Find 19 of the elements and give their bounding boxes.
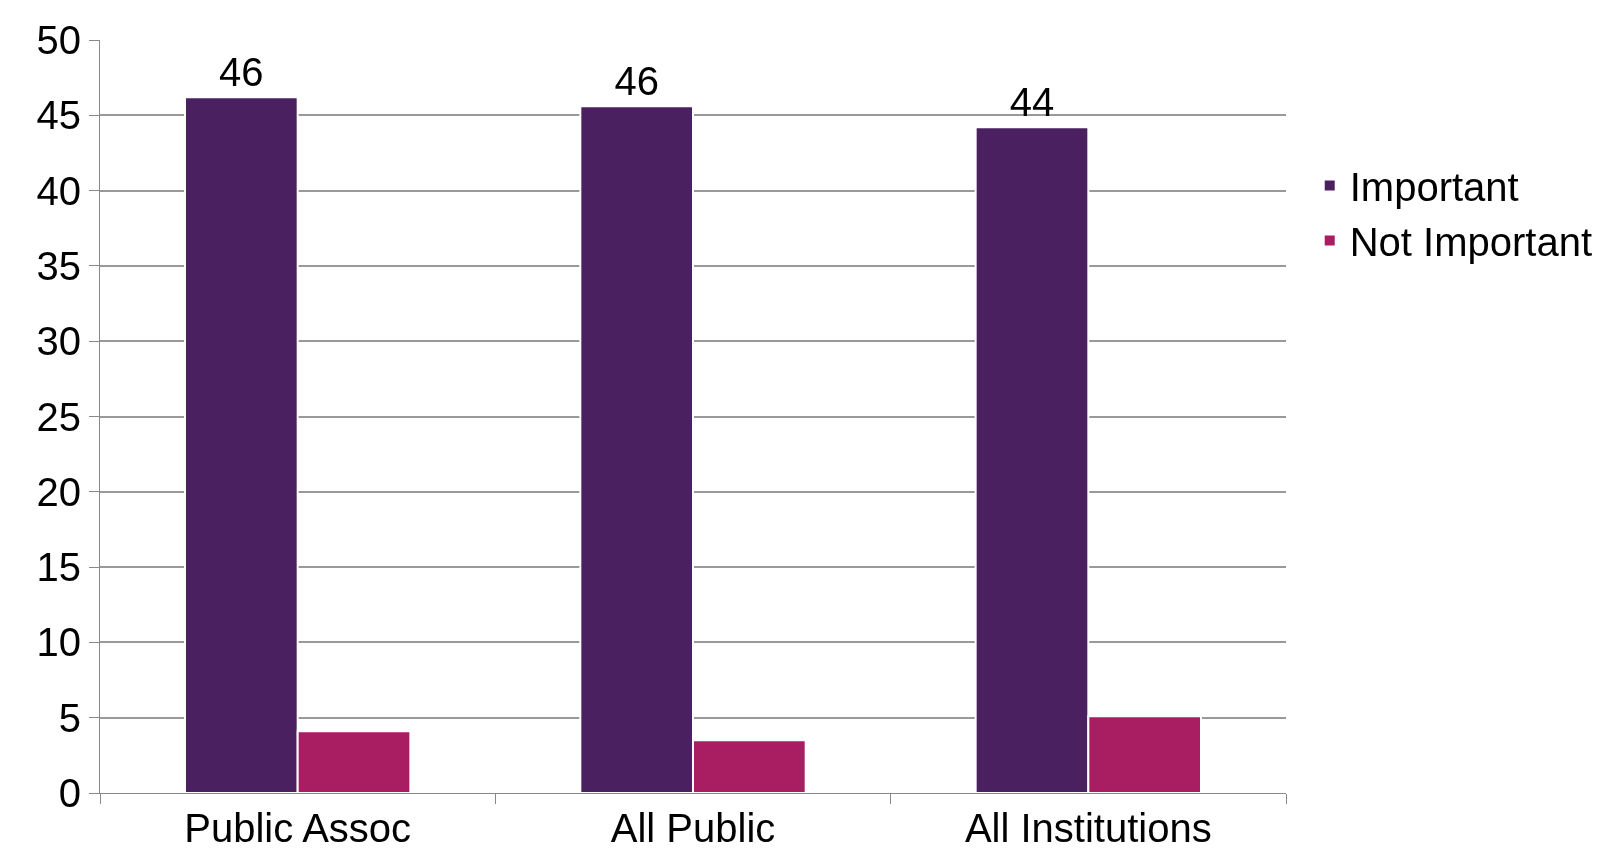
- y-tick-label: 30: [36, 319, 81, 364]
- y-tick-label: 40: [36, 168, 81, 213]
- y-tick-label: 50: [36, 18, 81, 62]
- legend-label: Important: [1349, 165, 1519, 210]
- y-tick-label: 15: [36, 545, 81, 590]
- y-tick-label: 5: [58, 695, 81, 740]
- y-tick-label: 45: [36, 93, 81, 138]
- legend-label: Not Important: [1349, 220, 1593, 265]
- x-tick-label: Public Assoc: [184, 806, 412, 850]
- y-tick-label: 10: [36, 620, 81, 665]
- y-tick-label: 25: [36, 394, 81, 439]
- data-label: 46: [219, 50, 264, 95]
- y-tick-label: 0: [58, 771, 81, 815]
- x-tick-label: All Public: [610, 806, 776, 850]
- data-label: 46: [614, 59, 659, 104]
- x-tick-label: All Institutions: [964, 806, 1212, 850]
- y-tick-label: 20: [36, 469, 81, 514]
- y-tick-label: 35: [36, 243, 81, 288]
- data-label: 44: [1009, 80, 1055, 125]
